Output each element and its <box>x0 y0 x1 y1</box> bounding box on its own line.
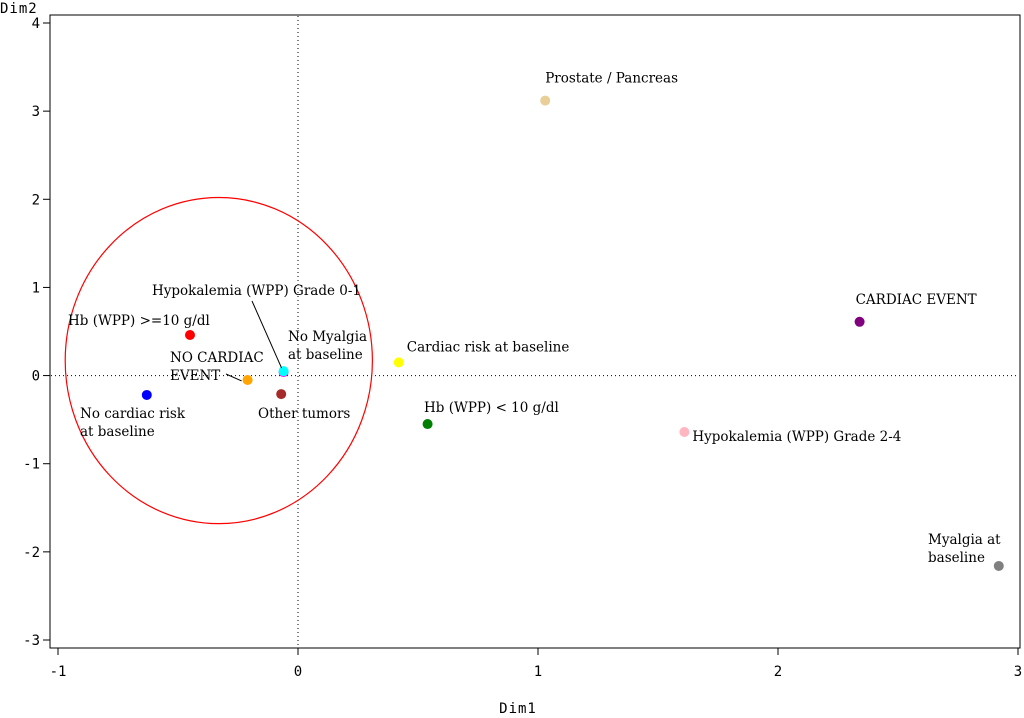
label-no-cardiac-risk: No cardiac risk <box>80 406 186 422</box>
y-tick-label: 2 <box>32 192 40 208</box>
label-prostate: Prostate / Pancreas <box>545 71 678 87</box>
plot-frame <box>49 14 1021 649</box>
point-hypok-2-4 <box>679 426 690 437</box>
y-tick-label: 4 <box>32 16 40 32</box>
label-hb-high: Hb (WPP) >=10 g/dl <box>68 313 210 329</box>
x-tick-label: -1 <box>50 664 67 680</box>
leader-line-hypok-0-1 <box>251 300 283 369</box>
label-no-cardiac-risk: at baseline <box>80 424 155 440</box>
point-cardiac-risk <box>393 357 404 368</box>
y-tick-label: -3 <box>23 633 40 649</box>
label-myalgia: baseline <box>928 550 985 566</box>
point-hb-high <box>185 330 195 341</box>
label-cardiac-risk: Cardiac risk at baseline <box>407 339 570 355</box>
label-hb-low: Hb (WPP) < 10 g/dl <box>424 400 559 416</box>
label-no-cardiac-event: NO CARDIAC <box>170 350 264 366</box>
y-tick-label: 0 <box>32 369 40 385</box>
point-prostate <box>540 95 551 106</box>
y-tick-label: 3 <box>32 104 40 120</box>
label-no-myalgia: at baseline <box>288 347 363 363</box>
y-tick-label: -2 <box>23 545 40 561</box>
label-myalgia: Myalgia at <box>928 532 1001 548</box>
point-no-myalgia <box>278 366 289 377</box>
label-hypok-0-1: Hypokalemia (WPP) Grade 0-1 <box>152 283 361 299</box>
y-axis-title: Dim2 <box>0 1 38 17</box>
point-no-cardiac-event <box>242 374 253 385</box>
point-no-cardiac-risk <box>141 389 152 400</box>
x-tick-label: 2 <box>774 664 782 680</box>
label-hypok-2-4: Hypokalemia (WPP) Grade 2-4 <box>692 429 901 445</box>
label-other-tumors: Other tumors <box>258 406 350 422</box>
point-myalgia <box>993 560 1004 571</box>
x-tick-label: 1 <box>534 664 542 680</box>
point-cardiac-event <box>854 316 865 327</box>
x-tick-label: 3 <box>1014 664 1022 680</box>
point-hb-low <box>422 419 433 430</box>
leader-line-no-cardiac-event <box>225 373 242 382</box>
x-axis-title: Dim1 <box>499 701 537 717</box>
label-no-cardiac-event: EVENT <box>170 368 220 384</box>
y-tick-label: 1 <box>32 280 40 296</box>
y-tick-label: -1 <box>23 457 40 473</box>
label-cardiac-event: CARDIAC EVENT <box>856 292 977 308</box>
point-other-tumors <box>276 389 287 400</box>
cluster-circle <box>64 196 374 525</box>
label-no-myalgia: No Myalgia <box>288 329 367 345</box>
x-tick-label: 0 <box>294 664 302 680</box>
